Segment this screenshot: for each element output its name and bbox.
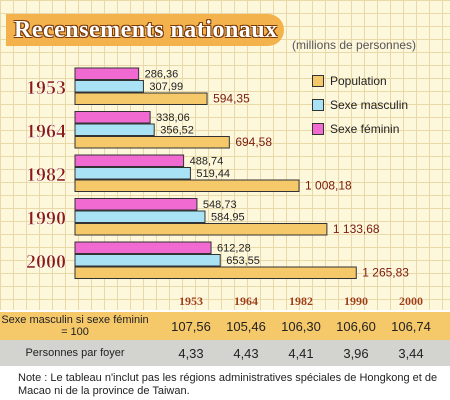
table-cell: 4,33: [178, 345, 204, 361]
data-label-female-1953: 286,36: [145, 69, 179, 81]
bar-male-1964: [74, 123, 155, 136]
data-label-male-1964: 356,52: [160, 125, 194, 137]
table-cell: 3,44: [398, 345, 424, 361]
table-row-sex-ratio: Sexe masculin si sexe féminin = 100 107,…: [0, 312, 450, 340]
year-label-1964: 1964: [26, 121, 66, 143]
data-label-male-1953: 307,99: [149, 81, 183, 93]
table-cell: 107,56: [171, 318, 211, 334]
bar-female-1982: [74, 154, 185, 167]
table-cell: 4,43: [233, 345, 259, 361]
legend-item-female: Sexe féminin: [312, 122, 399, 136]
data-label-population-1990: 1 133,68: [333, 222, 380, 236]
data-label-population-1982: 1 008,18: [305, 179, 352, 193]
bar-population-1964: [74, 136, 230, 149]
bar-female-1964: [74, 111, 151, 124]
bar-population-1990: [74, 223, 328, 236]
legend-swatch-female: [312, 123, 324, 135]
bar-male-1953: [74, 80, 144, 93]
legend-label-male: Sexe masculin: [330, 98, 409, 112]
table-cell: 106,60: [336, 318, 376, 334]
bar-male-1990: [74, 210, 206, 223]
year-label-1982: 1982: [26, 164, 66, 186]
chart-title: Recensements nationaux: [14, 17, 278, 43]
bar-female-1953: [74, 67, 140, 80]
data-label-population-1964: 694,58: [235, 135, 272, 149]
table-cell: 106,74: [391, 318, 431, 334]
data-label-male-1990: 584,95: [211, 212, 245, 224]
legend-swatch-male: [312, 99, 324, 111]
data-label-population-2000: 1 265,83: [362, 266, 409, 280]
row-label-sex-ratio: Sexe masculin si sexe féminin = 100: [1, 314, 149, 338]
data-label-female-1990: 548,73: [203, 199, 237, 211]
bar-population-1953: [74, 92, 208, 105]
data-label-male-1982: 519,44: [196, 168, 230, 180]
table-year-header: 1990: [344, 294, 368, 308]
bar-male-2000: [74, 254, 221, 267]
table-cell: 105,46: [226, 318, 266, 334]
data-label-female-1964: 338,06: [156, 112, 190, 124]
table-cell: 3,96: [343, 345, 369, 361]
table-year-header: 1964: [234, 294, 258, 308]
year-label-2000: 2000: [26, 251, 66, 273]
data-label-female-1982: 488,74: [190, 156, 224, 168]
title-band: [6, 14, 284, 46]
data-label-population-1953: 594,35: [213, 92, 250, 106]
legend-label-female: Sexe féminin: [330, 122, 400, 136]
legend-item-male: Sexe masculin: [312, 98, 408, 112]
legend-item-population: Population: [312, 74, 387, 88]
data-label-male-2000: 653,55: [226, 255, 260, 267]
bar-female-1990: [74, 198, 198, 211]
bar-population-1982: [74, 179, 300, 192]
bar-female-2000: [74, 241, 212, 254]
table-year-header: 1982: [289, 294, 313, 308]
year-label-1953: 1953: [26, 77, 66, 99]
table-cell: 106,30: [281, 318, 321, 334]
legend-swatch-population: [312, 75, 324, 87]
bar-male-1982: [74, 167, 191, 180]
table-year-header: 2000: [399, 294, 423, 308]
year-label-1990: 1990: [26, 208, 66, 230]
data-label-female-2000: 612,28: [217, 243, 251, 255]
table-year-header: 1953: [179, 294, 203, 308]
footnote: Note : Le tableau n'inclut pas les régio…: [18, 372, 438, 397]
legend-label-population: Population: [330, 74, 387, 88]
table-row-household: Personnes par foyer 4,33 4,43 4,41 3,96 …: [0, 340, 450, 366]
bar-population-2000: [74, 266, 357, 279]
row-label-household: Personnes par foyer: [25, 347, 125, 359]
table-cell: 4,41: [288, 345, 314, 361]
unit-label: (millions de personnes): [292, 38, 417, 52]
